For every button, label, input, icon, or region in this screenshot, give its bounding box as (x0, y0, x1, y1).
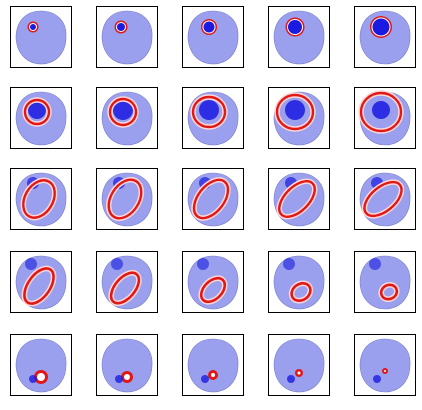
wavefront-ring (109, 271, 141, 305)
snapshot-panel (182, 168, 244, 230)
wavefront-ring (379, 283, 399, 301)
snapshot-panel (182, 6, 244, 68)
snapshot-panel (96, 251, 158, 313)
wavefront-ring (23, 98, 51, 126)
core-spot (201, 375, 209, 383)
snapshot-panel (354, 334, 416, 396)
wavefront-ring (191, 95, 227, 129)
snapshot-panel (10, 251, 72, 313)
snapshot-panel (182, 87, 244, 149)
wavefront-ring (275, 93, 315, 131)
core-spot (113, 100, 133, 120)
core-spot (372, 101, 390, 119)
core-spot (288, 20, 302, 34)
core-spot (29, 375, 37, 383)
snapshot-panel (268, 334, 330, 396)
snapshot-panel (268, 6, 330, 68)
core-spot (117, 23, 125, 31)
core-spot (283, 258, 295, 270)
snapshot-panel (96, 168, 158, 230)
core-spot (297, 371, 301, 375)
core-spot (384, 370, 386, 372)
snapshot-panel (182, 334, 244, 396)
snapshot-panel (354, 251, 416, 313)
core-spot (199, 100, 219, 120)
wavefront-ring (107, 178, 143, 220)
core-spot (124, 374, 130, 380)
snapshot-panel (354, 87, 416, 149)
snapshot-panel (96, 87, 158, 149)
snapshot-panel (10, 334, 72, 396)
snapshot-panel (268, 168, 330, 230)
snapshot-panel (10, 87, 72, 149)
wavefront-ring (23, 267, 55, 305)
core-spot (373, 375, 381, 383)
wavefront-ring (359, 91, 403, 133)
snapshot-panel (10, 6, 72, 68)
core-spot (211, 373, 215, 377)
wavefront-ring (363, 180, 403, 218)
wavefront-ring (290, 281, 312, 303)
core-spot (372, 18, 390, 36)
core-spot (28, 101, 46, 119)
core-spot (369, 258, 381, 270)
core-spot (30, 24, 36, 30)
core-spot (287, 375, 295, 383)
wavefront-ring (22, 179, 56, 219)
core-spot (115, 375, 123, 383)
wavefront-ring (108, 97, 138, 127)
snapshot-panel (182, 251, 244, 313)
wavefront-ring (278, 180, 316, 218)
snapshot-panel (10, 168, 72, 230)
core-spot (285, 100, 305, 120)
snapshot-panel (96, 6, 158, 68)
core-spot (111, 258, 123, 270)
snapshot-panel (96, 334, 158, 396)
snapshot-panel (268, 251, 330, 313)
wavefront-ring (199, 276, 227, 304)
core-spot (203, 21, 215, 33)
snapshot-panel (268, 87, 330, 149)
wavefront-ring (192, 178, 230, 220)
core-spot (197, 258, 209, 270)
core-spot (25, 258, 37, 270)
snapshot-panel (354, 168, 416, 230)
core-spot (37, 373, 45, 381)
snapshot-panel (354, 6, 416, 68)
